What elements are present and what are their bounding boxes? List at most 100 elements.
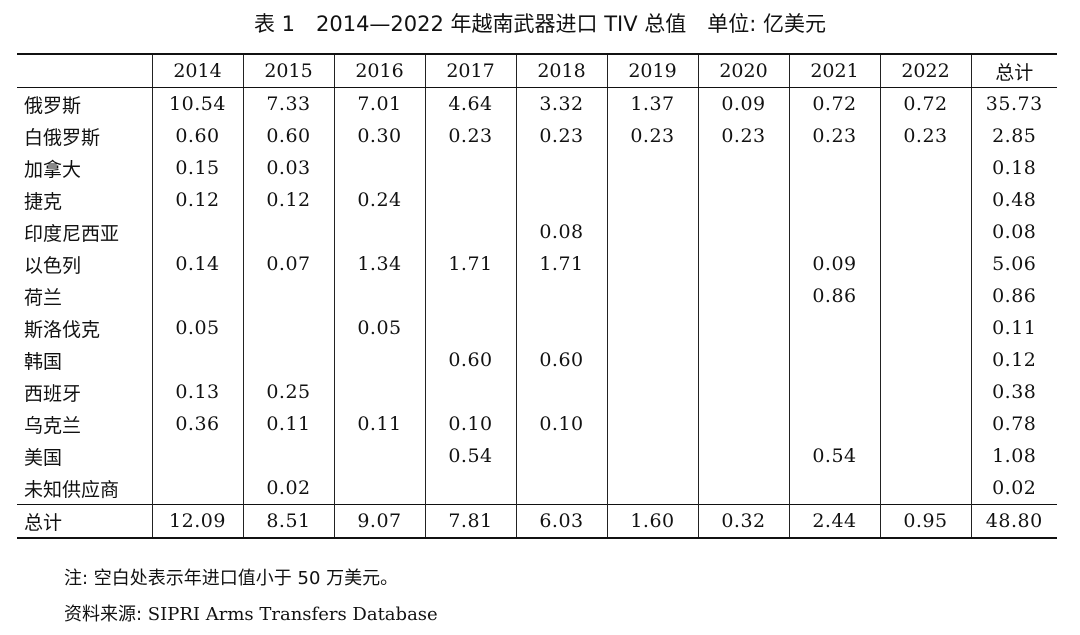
country-cell: 韩国 <box>17 344 153 376</box>
value-cell <box>333 472 426 505</box>
table-body: 俄罗斯 10.54 7.33 7.01 4.64 3.32 1.37 0.09 0.72 0.72… <box>17 87 1057 539</box>
value-cell <box>697 248 790 280</box>
value-cell <box>515 440 608 472</box>
value-cell: 0.95 <box>879 504 972 539</box>
value-cell <box>788 408 881 440</box>
value-cell <box>606 472 699 505</box>
value-cell: 0.60 <box>515 344 608 376</box>
header-year-cell: 2017 <box>424 53 517 88</box>
value-cell: 0.24 <box>333 184 426 216</box>
total-cell: 0.86 <box>970 280 1057 312</box>
value-cell: 0.60 <box>151 120 244 152</box>
value-cell <box>242 216 335 248</box>
source-label: 资料来源: <box>64 604 148 625</box>
total-cell: 2.85 <box>970 120 1057 152</box>
value-cell: 2.44 <box>788 504 881 539</box>
value-cell: 0.86 <box>788 280 881 312</box>
value-cell: 0.05 <box>151 312 244 344</box>
country-cell: 印度尼西亚 <box>17 216 153 248</box>
value-cell <box>697 440 790 472</box>
value-cell: 0.03 <box>242 152 335 184</box>
value-cell <box>879 440 972 472</box>
value-cell: 0.23 <box>606 120 699 152</box>
value-cell: 8.51 <box>242 504 335 539</box>
total-cell: 1.08 <box>970 440 1057 472</box>
table-header: 2014 2015 2016 2017 2018 2019 2020 2021 2022 总计 <box>17 53 1057 88</box>
table-row: 西班牙 0.13 0.25 0.38 <box>17 376 1057 408</box>
total-cell: 35.73 <box>970 87 1057 120</box>
value-cell <box>424 280 517 312</box>
value-cell: 0.02 <box>242 472 335 505</box>
value-cell: 7.81 <box>424 504 517 539</box>
value-cell <box>879 184 972 216</box>
value-cell: 7.33 <box>242 87 335 120</box>
value-cell: 0.32 <box>697 504 790 539</box>
value-cell <box>242 312 335 344</box>
table-row: 加拿大 0.15 0.03 0.18 <box>17 152 1057 184</box>
value-cell: 6.03 <box>515 504 608 539</box>
value-cell <box>515 472 608 505</box>
country-cell: 白俄罗斯 <box>17 120 153 152</box>
table-title: 表 1 2014—2022 年越南武器进口 TIV 总值 单位: 亿美元 <box>253 12 827 36</box>
value-cell <box>879 312 972 344</box>
value-cell: 0.25 <box>242 376 335 408</box>
country-cell: 总计 <box>17 504 153 539</box>
value-cell: 0.36 <box>151 408 244 440</box>
value-cell: 1.34 <box>333 248 426 280</box>
header-country-cell <box>17 53 153 88</box>
value-cell <box>879 280 972 312</box>
value-cell <box>879 248 972 280</box>
value-cell <box>697 376 790 408</box>
value-cell: 0.54 <box>424 440 517 472</box>
table-row: 美国 0.54 0.54 1.08 <box>17 440 1057 472</box>
value-cell <box>515 376 608 408</box>
value-cell <box>879 152 972 184</box>
value-cell <box>424 184 517 216</box>
value-cell: 1.60 <box>606 504 699 539</box>
country-cell: 以色列 <box>17 248 153 280</box>
table-row: 印度尼西亚 0.08 0.08 <box>17 216 1057 248</box>
value-cell: 0.11 <box>242 408 335 440</box>
value-cell <box>879 472 972 505</box>
value-cell <box>242 344 335 376</box>
value-cell: 0.12 <box>151 184 244 216</box>
value-cell: 0.30 <box>333 120 426 152</box>
table-row: 白俄罗斯 0.60 0.60 0.30 0.23 0.23 0.23 0.23 0.23 0.23… <box>17 120 1057 152</box>
value-cell: 9.07 <box>333 504 426 539</box>
value-cell <box>515 312 608 344</box>
country-cell: 捷克 <box>17 184 153 216</box>
value-cell <box>515 152 608 184</box>
header-year-cell: 2018 <box>515 53 608 88</box>
total-cell: 0.78 <box>970 408 1057 440</box>
country-cell: 斯洛伐克 <box>17 312 153 344</box>
value-cell <box>151 344 244 376</box>
value-cell <box>424 376 517 408</box>
table-row: 韩国 0.60 0.60 0.12 <box>17 344 1057 376</box>
header-year-cell: 2022 <box>879 53 972 88</box>
source-text: SIPRI Arms Transfers Database <box>147 604 438 625</box>
value-cell <box>424 472 517 505</box>
total-cell: 0.18 <box>970 152 1057 184</box>
header-year-cell: 2016 <box>333 53 426 88</box>
value-cell <box>515 184 608 216</box>
value-cell: 7.01 <box>333 87 426 120</box>
value-cell: 0.54 <box>788 440 881 472</box>
value-cell <box>697 408 790 440</box>
country-cell: 俄罗斯 <box>17 87 153 120</box>
header-year-cell: 2021 <box>788 53 881 88</box>
value-cell <box>606 216 699 248</box>
table-row: 乌克兰 0.36 0.11 0.11 0.10 0.10 0.78 <box>17 408 1057 440</box>
total-cell: 0.11 <box>970 312 1057 344</box>
value-cell <box>697 344 790 376</box>
value-cell: 0.09 <box>788 248 881 280</box>
value-cell <box>333 344 426 376</box>
value-cell <box>788 152 881 184</box>
value-cell <box>606 280 699 312</box>
value-cell: 0.11 <box>333 408 426 440</box>
value-cell <box>424 152 517 184</box>
value-cell: 0.60 <box>424 344 517 376</box>
table-row: 荷兰 0.86 0.86 <box>17 280 1057 312</box>
value-cell <box>606 248 699 280</box>
value-cell <box>151 216 244 248</box>
value-cell: 0.23 <box>697 120 790 152</box>
